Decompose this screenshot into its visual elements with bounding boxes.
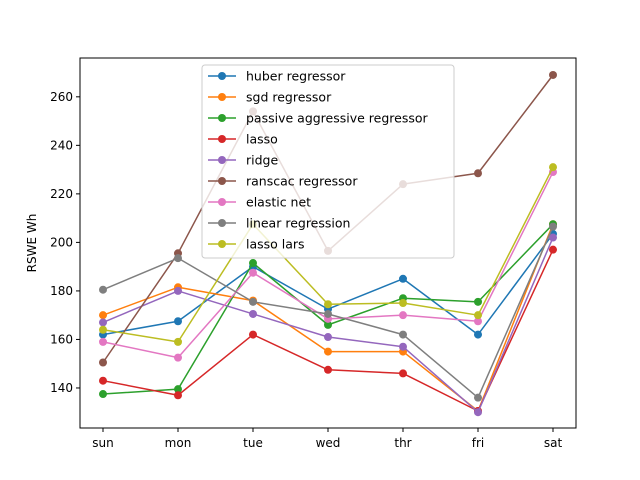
legend-entry: ridge bbox=[208, 153, 278, 168]
legend-marker bbox=[218, 198, 226, 206]
legend-entry: linear regression bbox=[208, 216, 350, 231]
x-tick-label: sat bbox=[544, 436, 563, 450]
data-point bbox=[399, 369, 407, 378]
data-point bbox=[474, 393, 482, 402]
data-point bbox=[399, 274, 407, 283]
y-tick-label: 160 bbox=[50, 332, 73, 346]
data-point bbox=[549, 222, 557, 231]
data-point bbox=[174, 391, 182, 400]
legend-marker bbox=[218, 177, 226, 185]
legend-marker bbox=[218, 72, 226, 80]
series-lasso-lars bbox=[99, 163, 557, 346]
data-point bbox=[474, 311, 482, 320]
data-point bbox=[99, 337, 107, 346]
y-tick-label: 200 bbox=[50, 235, 73, 249]
data-point bbox=[249, 309, 257, 318]
data-point bbox=[99, 325, 107, 334]
x-axis: sun mon tue wed thr fri sat bbox=[92, 428, 562, 450]
data-point bbox=[249, 330, 257, 339]
legend-label: lasso lars bbox=[246, 237, 305, 252]
data-point bbox=[474, 317, 482, 326]
legend-entry: elastic net bbox=[208, 195, 311, 210]
legend-box bbox=[201, 64, 455, 259]
legend-label: huber regressor bbox=[246, 69, 346, 84]
y-tick-label: 220 bbox=[50, 187, 73, 201]
y-axis-label: RSWE Wh bbox=[25, 214, 39, 273]
legend-marker bbox=[218, 156, 226, 164]
x-tick-label: thr bbox=[394, 436, 411, 450]
data-point bbox=[99, 390, 107, 399]
data-point bbox=[174, 353, 182, 362]
data-point bbox=[174, 286, 182, 295]
data-point bbox=[174, 337, 182, 346]
data-point bbox=[324, 333, 332, 342]
y-tick-label: 140 bbox=[50, 381, 73, 395]
data-point bbox=[324, 300, 332, 309]
data-point bbox=[99, 358, 107, 367]
data-point bbox=[549, 70, 557, 79]
x-tick-label: tue bbox=[243, 436, 263, 450]
legend-entry: sgd regressor bbox=[208, 90, 332, 105]
data-point bbox=[99, 285, 107, 294]
data-point bbox=[399, 342, 407, 351]
legend-marker bbox=[218, 135, 226, 143]
series-ridge bbox=[99, 233, 557, 417]
legend-label: sgd regressor bbox=[246, 90, 332, 105]
data-point bbox=[99, 318, 107, 327]
legend-label: linear regression bbox=[246, 216, 350, 231]
legend-entry: ranscac regressor bbox=[208, 174, 358, 189]
x-tick-label: wed bbox=[316, 436, 341, 450]
data-point bbox=[474, 330, 482, 339]
legend-marker bbox=[218, 219, 226, 227]
legend-label: elastic net bbox=[246, 195, 311, 210]
y-tick-label: 260 bbox=[50, 90, 73, 104]
y-axis: 140 160 180 200 220 240 260 bbox=[50, 90, 80, 395]
legend-label: ridge bbox=[246, 153, 278, 168]
data-point bbox=[399, 330, 407, 339]
data-point bbox=[324, 347, 332, 356]
legend-marker bbox=[218, 93, 226, 101]
y-tick-label: 180 bbox=[50, 284, 73, 298]
data-point bbox=[174, 317, 182, 326]
data-point bbox=[474, 297, 482, 306]
data-point bbox=[549, 245, 557, 254]
series-linear-regression bbox=[99, 222, 557, 402]
data-point bbox=[249, 268, 257, 277]
data-point bbox=[324, 309, 332, 318]
data-point bbox=[99, 311, 107, 320]
data-point bbox=[174, 385, 182, 394]
data-point bbox=[99, 376, 107, 385]
legend-marker bbox=[218, 114, 226, 122]
data-point bbox=[474, 408, 482, 417]
x-tick-label: sun bbox=[92, 436, 113, 450]
data-point bbox=[249, 259, 257, 268]
series-layer bbox=[99, 70, 557, 417]
legend-label: lasso bbox=[246, 132, 278, 147]
x-tick-label: mon bbox=[165, 436, 192, 450]
data-point bbox=[474, 169, 482, 178]
data-point bbox=[324, 320, 332, 329]
legend-entry: lasso bbox=[208, 132, 278, 147]
plot-area bbox=[79, 57, 577, 429]
data-point bbox=[249, 297, 257, 306]
legend: huber regressor sgd regressor passive aggr… bbox=[201, 64, 455, 259]
data-point bbox=[324, 365, 332, 374]
legend-entry: passive aggressive regressor bbox=[208, 111, 429, 126]
data-point bbox=[549, 233, 557, 242]
data-point bbox=[174, 254, 182, 263]
legend-label: passive aggressive regressor bbox=[246, 111, 429, 126]
y-tick-label: 240 bbox=[50, 138, 73, 152]
legend-entry: huber regressor bbox=[208, 69, 346, 84]
series-line bbox=[102, 249, 554, 412]
data-point bbox=[399, 299, 407, 308]
data-point bbox=[549, 163, 557, 172]
legend-label: ranscac regressor bbox=[246, 174, 358, 189]
x-tick-label: fri bbox=[472, 436, 485, 450]
legend-marker bbox=[218, 240, 226, 248]
legend-entry: lasso lars bbox=[208, 237, 305, 252]
data-point bbox=[399, 311, 407, 320]
